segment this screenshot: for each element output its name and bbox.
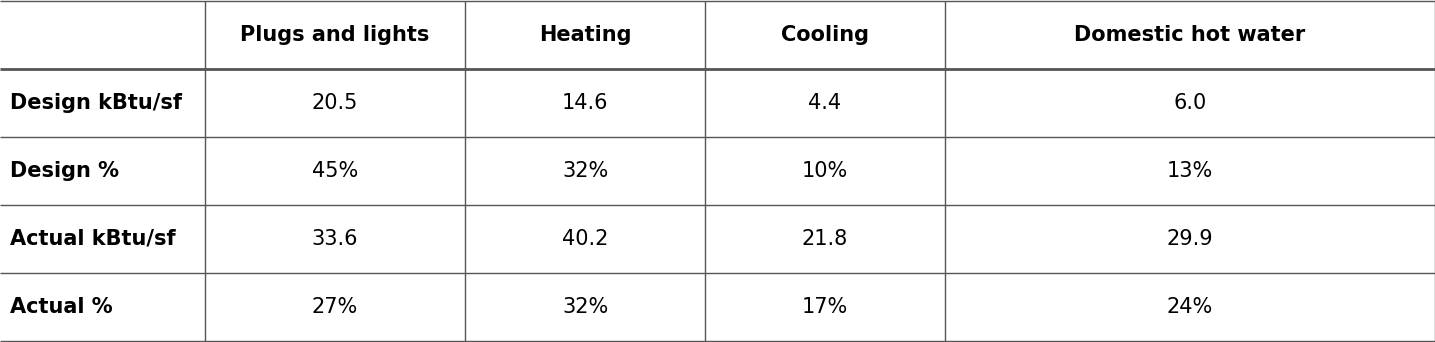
Text: 32%: 32% bbox=[563, 297, 608, 317]
Text: 6.0: 6.0 bbox=[1174, 93, 1207, 113]
Text: 33.6: 33.6 bbox=[311, 229, 359, 249]
Text: 20.5: 20.5 bbox=[311, 93, 359, 113]
Text: 32%: 32% bbox=[563, 161, 608, 181]
Text: 40.2: 40.2 bbox=[563, 229, 608, 249]
Text: Actual %: Actual % bbox=[10, 297, 112, 317]
Text: 17%: 17% bbox=[802, 297, 848, 317]
Text: Domestic hot water: Domestic hot water bbox=[1075, 25, 1306, 45]
Text: Design %: Design % bbox=[10, 161, 119, 181]
Text: 27%: 27% bbox=[311, 297, 359, 317]
Text: 21.8: 21.8 bbox=[802, 229, 848, 249]
Text: Heating: Heating bbox=[538, 25, 631, 45]
Text: Design kBtu/sf: Design kBtu/sf bbox=[10, 93, 182, 113]
Text: 4.4: 4.4 bbox=[808, 93, 841, 113]
Text: 10%: 10% bbox=[802, 161, 848, 181]
Text: 45%: 45% bbox=[311, 161, 359, 181]
Text: 29.9: 29.9 bbox=[1167, 229, 1214, 249]
Text: 14.6: 14.6 bbox=[561, 93, 608, 113]
Text: 24%: 24% bbox=[1167, 297, 1213, 317]
Text: 13%: 13% bbox=[1167, 161, 1213, 181]
Text: Plugs and lights: Plugs and lights bbox=[240, 25, 429, 45]
Text: Cooling: Cooling bbox=[781, 25, 870, 45]
Text: Actual kBtu/sf: Actual kBtu/sf bbox=[10, 229, 175, 249]
